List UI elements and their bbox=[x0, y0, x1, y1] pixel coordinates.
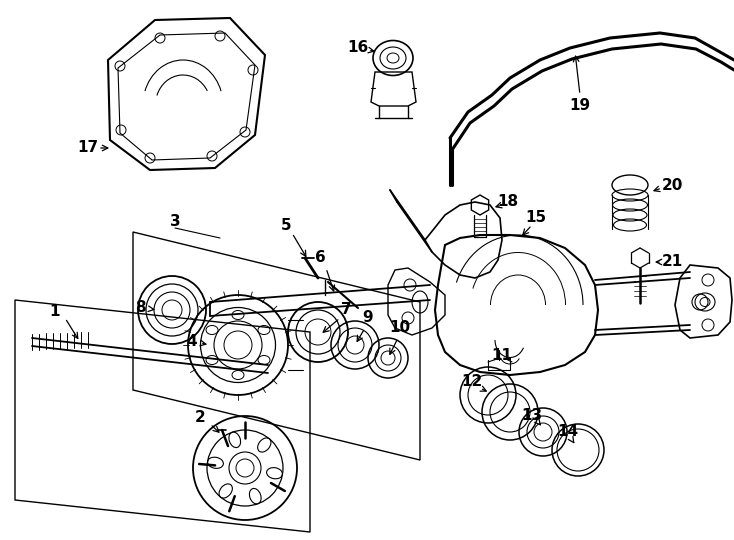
Text: 13: 13 bbox=[521, 408, 542, 422]
Text: 17: 17 bbox=[78, 140, 98, 156]
Text: 18: 18 bbox=[498, 194, 518, 210]
Text: 11: 11 bbox=[492, 348, 512, 362]
Text: 8: 8 bbox=[134, 300, 145, 315]
Text: 16: 16 bbox=[347, 40, 368, 56]
Text: 10: 10 bbox=[390, 321, 410, 335]
Text: 9: 9 bbox=[363, 310, 374, 326]
Text: 7: 7 bbox=[341, 302, 352, 318]
Text: 15: 15 bbox=[526, 211, 547, 226]
Text: 19: 19 bbox=[570, 98, 591, 112]
Text: 2: 2 bbox=[195, 410, 206, 426]
Text: 21: 21 bbox=[661, 254, 683, 269]
Text: 6: 6 bbox=[315, 251, 325, 266]
Text: 5: 5 bbox=[280, 218, 291, 233]
Text: 20: 20 bbox=[661, 178, 683, 192]
Text: 1: 1 bbox=[50, 305, 60, 320]
Text: 3: 3 bbox=[170, 214, 181, 230]
Text: 14: 14 bbox=[557, 424, 578, 440]
Text: 12: 12 bbox=[462, 375, 483, 389]
Text: 4: 4 bbox=[186, 334, 197, 349]
